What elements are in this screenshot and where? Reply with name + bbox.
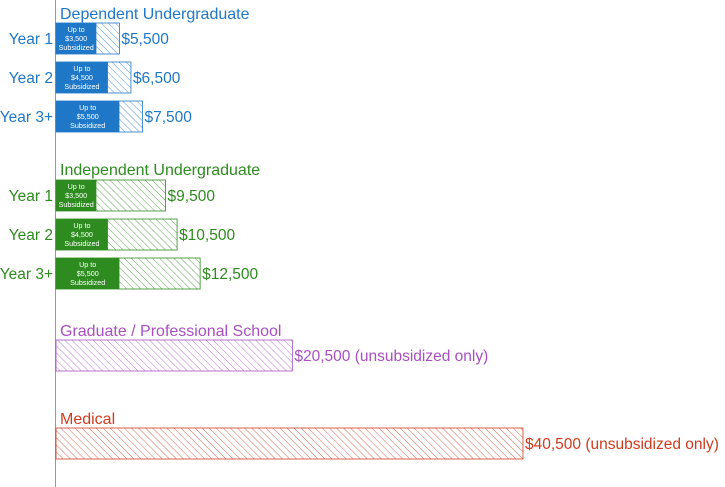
subsidized-label: $4,500 <box>71 230 93 239</box>
subsidized-label: Subsidized <box>59 43 94 52</box>
total-label: $6,500 <box>133 70 181 87</box>
subsidized-label: Up to <box>73 64 90 73</box>
total-label: $12,500 <box>202 266 258 283</box>
subsidized-label: Up to <box>79 103 96 112</box>
total-label: $7,500 <box>144 109 192 126</box>
bar-subsidized <box>56 219 108 250</box>
bar-total <box>55 339 293 372</box>
year-label: Year 2 <box>9 227 53 244</box>
year-label: Year 1 <box>9 31 53 48</box>
subsidized-label: Up to <box>68 25 85 34</box>
subsidized-label: Subsidized <box>64 239 99 248</box>
subsidized-label: $3,500 <box>65 191 87 200</box>
subsidized-label: Subsidized <box>70 278 105 287</box>
total-label: $40,500 (unsubsidized only) <box>525 436 719 453</box>
subsidized-label: $3,500 <box>65 34 87 43</box>
group-title: Dependent Undergraduate <box>60 6 250 23</box>
group-title: Independent Undergraduate <box>60 162 260 179</box>
subsidized-label: Subsidized <box>70 121 105 130</box>
subsidized-label: Subsidized <box>59 200 94 209</box>
total-label: $9,500 <box>168 188 216 205</box>
year-label: Year 2 <box>9 70 53 87</box>
year-label: Year 3+ <box>0 266 53 283</box>
total-label: $10,500 <box>179 227 235 244</box>
year-label: Year 1 <box>9 188 53 205</box>
bar-subsidized <box>56 23 97 54</box>
bar-subsidized <box>56 180 97 211</box>
subsidized-label: $4,500 <box>71 73 93 82</box>
group-title: Graduate / Professional School <box>60 323 281 340</box>
subsidized-label: Up to <box>68 182 85 191</box>
subsidized-label: Subsidized <box>64 82 99 91</box>
subsidized-label: Up to <box>79 260 96 269</box>
subsidized-label: $5,500 <box>77 269 99 278</box>
total-label: $20,500 (unsubsidized only) <box>294 348 488 365</box>
subsidized-label: Up to <box>73 221 90 230</box>
subsidized-label: $5,500 <box>77 112 99 121</box>
bar-subsidized <box>56 258 120 289</box>
bar-subsidized <box>56 62 108 93</box>
total-label: $5,500 <box>121 31 169 48</box>
year-label: Year 3+ <box>0 109 53 126</box>
bar-subsidized <box>56 101 120 132</box>
group-title: Medical <box>60 411 115 428</box>
bar-total <box>55 427 524 460</box>
